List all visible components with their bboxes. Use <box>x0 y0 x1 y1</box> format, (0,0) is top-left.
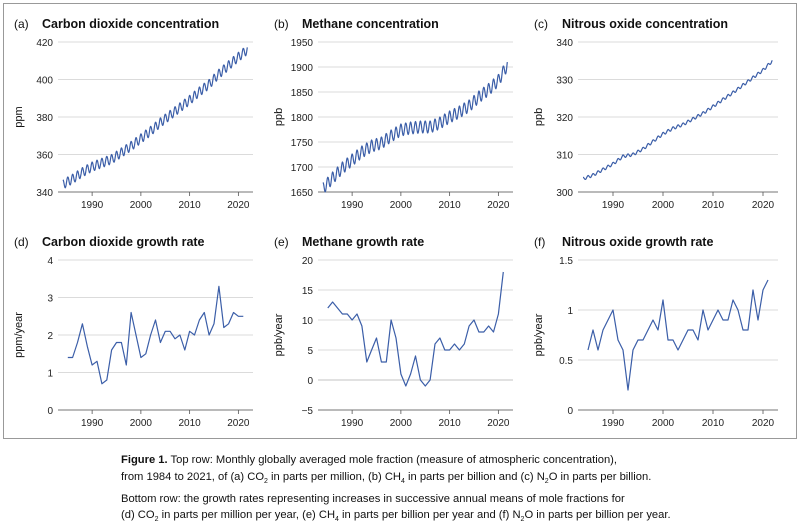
y-tick-label-c-0: 300 <box>556 188 573 199</box>
chart-title-b: Methane concentration <box>302 17 439 31</box>
y-tick-label-c-1: 310 <box>556 151 573 162</box>
series-line-d <box>67 285 244 385</box>
y-tick-label-f-3: 1.5 <box>559 256 573 267</box>
panel-tag-a: (a) <box>14 17 29 31</box>
y-tick-label-b-2: 1750 <box>291 138 314 149</box>
x-tick-label-f-1: 2000 <box>652 418 675 429</box>
y-tick-label-e-4: 15 <box>302 286 314 297</box>
y-axis-label-d: ppm/year <box>13 312 25 358</box>
series-line-c <box>582 60 773 180</box>
y-tick-label-e-3: 10 <box>302 316 314 327</box>
series-line-a <box>62 47 248 189</box>
chart-title-e: Methane growth rate <box>302 235 424 249</box>
chart-title-c: Nitrous oxide concentration <box>562 17 728 31</box>
caption-line-2: from 1984 to 2021, of (a) CO2 in parts p… <box>121 470 652 485</box>
panel-tag-f: (f) <box>534 235 545 249</box>
y-tick-label-c-3: 330 <box>556 76 573 87</box>
x-tick-label-b-1: 2000 <box>390 200 413 211</box>
x-tick-label-e-1: 2000 <box>390 418 413 429</box>
panel-tag-c: (c) <box>534 17 548 31</box>
chart-panel-b: (b) Methane concentration ppb 1650 1700 1750 1… <box>270 12 525 222</box>
x-tick-label-a-3: 2020 <box>227 200 250 211</box>
x-tick-label-c-3: 2020 <box>752 200 775 211</box>
x-tick-label-d-3: 2020 <box>227 418 250 429</box>
x-tick-label-b-3: 2020 <box>487 200 510 211</box>
figure-frame <box>3 3 797 439</box>
figure-caption: Figure 1. Top row: Monthly globally aver… <box>121 452 721 529</box>
x-tick-label-d-1: 2000 <box>130 418 153 429</box>
y-tick-label-d-3: 3 <box>47 294 53 305</box>
y-axis-label-b: ppb <box>273 108 285 126</box>
chart-panel-f: (f) Nitrous oxide growth rate ppb/year 0 0.5… <box>530 230 790 440</box>
chart-svg-c: (c) Nitrous oxide concentration ppb 300 310 3… <box>533 17 778 211</box>
y-tick-label-d-2: 2 <box>47 331 53 342</box>
caption-line-3: Bottom row: the growth rates representin… <box>121 492 625 505</box>
y-tick-label-e-1: 0 <box>307 376 313 387</box>
x-tick-label-d-2: 2010 <box>179 418 202 429</box>
x-tick-label-d-0: 1990 <box>81 418 104 429</box>
y-tick-label-d-0: 0 <box>47 406 53 417</box>
x-tick-label-f-0: 1990 <box>602 418 625 429</box>
y-tick-label-f-1: 0.5 <box>559 356 573 367</box>
x-tick-label-f-3: 2020 <box>752 418 775 429</box>
caption-label: Figure 1. <box>121 454 168 466</box>
y-tick-label-c-4: 340 <box>556 38 573 49</box>
y-tick-label-a-3: 400 <box>36 76 53 87</box>
y-tick-label-b-6: 1950 <box>291 38 314 49</box>
chart-panel-d: (d) Carbon dioxide growth rate ppm/year 0 1 2… <box>10 230 265 440</box>
y-axis-label-c: ppb <box>533 108 545 126</box>
caption-line-4: (d) CO2 in parts per million per year, (… <box>121 509 671 524</box>
chart-title-f: Nitrous oxide growth rate <box>562 235 713 249</box>
y-tick-label-e-0: −5 <box>302 406 314 417</box>
x-tick-label-b-0: 1990 <box>341 200 364 211</box>
chart-title-d: Carbon dioxide growth rate <box>42 235 205 249</box>
y-tick-label-b-0: 1650 <box>291 188 314 199</box>
y-tick-label-a-1: 360 <box>36 151 53 162</box>
y-axis-label-f: ppb/year <box>533 313 545 356</box>
chart-panel-e: (e) Methane growth rate ppb/year −5 0 5 10 15 20… <box>270 230 525 440</box>
panel-tag-e: (e) <box>274 235 289 249</box>
chart-svg-d: (d) Carbon dioxide growth rate ppm/year 0 1 2… <box>13 235 253 429</box>
chart-svg-e: (e) Methane growth rate ppb/year −5 0 5 10 15 20… <box>273 235 513 429</box>
x-tick-label-b-2: 2010 <box>439 200 462 211</box>
chart-svg-a: (a) Carbon dioxide concentration ppm 340 360… <box>13 17 253 211</box>
caption-line-1: Figure 1. Top row: Monthly globally aver… <box>121 454 618 466</box>
series-line-b <box>322 62 508 193</box>
y-tick-label-b-3: 1800 <box>291 113 314 124</box>
y-tick-label-f-0: 0 <box>567 406 573 417</box>
panel-tag-b: (b) <box>274 17 289 31</box>
chart-title-a: Carbon dioxide concentration <box>42 17 219 31</box>
series-line-f <box>587 279 769 391</box>
y-axis-label-e: ppb/year <box>273 313 285 356</box>
y-tick-label-a-4: 420 <box>36 38 53 49</box>
y-axis-label-a: ppm <box>13 106 25 127</box>
x-tick-label-c-1: 2000 <box>652 200 675 211</box>
panel-tag-d: (d) <box>14 235 29 249</box>
x-tick-label-e-3: 2020 <box>487 418 510 429</box>
chart-panel-a: (a) Carbon dioxide concentration ppm 340 360… <box>10 12 265 222</box>
y-tick-label-f-2: 1 <box>567 306 573 317</box>
chart-svg-f: (f) Nitrous oxide growth rate ppb/year 0 0.5… <box>533 235 778 429</box>
series-line-e <box>327 271 504 387</box>
x-tick-label-c-0: 1990 <box>602 200 625 211</box>
x-tick-label-e-2: 2010 <box>439 418 462 429</box>
y-tick-label-b-4: 1850 <box>291 88 314 99</box>
x-tick-label-c-2: 2010 <box>702 200 725 211</box>
y-tick-label-c-2: 320 <box>556 113 573 124</box>
y-tick-label-a-0: 340 <box>36 188 53 199</box>
y-tick-label-a-2: 380 <box>36 113 53 124</box>
chart-svg-b: (b) Methane concentration ppb 1650 1700 1750 1… <box>273 17 513 211</box>
y-tick-label-e-5: 20 <box>302 256 314 267</box>
x-tick-label-f-2: 2010 <box>702 418 725 429</box>
y-tick-label-b-5: 1900 <box>291 63 314 74</box>
y-tick-label-b-1: 1700 <box>291 163 314 174</box>
x-tick-label-e-0: 1990 <box>341 418 364 429</box>
y-tick-label-e-2: 5 <box>307 346 313 357</box>
x-tick-label-a-2: 2010 <box>179 200 202 211</box>
x-tick-label-a-1: 2000 <box>130 200 153 211</box>
y-tick-label-d-1: 1 <box>47 369 53 380</box>
chart-panel-c: (c) Nitrous oxide concentration ppb 300 310 3… <box>530 12 790 222</box>
x-tick-label-a-0: 1990 <box>81 200 104 211</box>
y-tick-label-d-4: 4 <box>47 256 53 267</box>
